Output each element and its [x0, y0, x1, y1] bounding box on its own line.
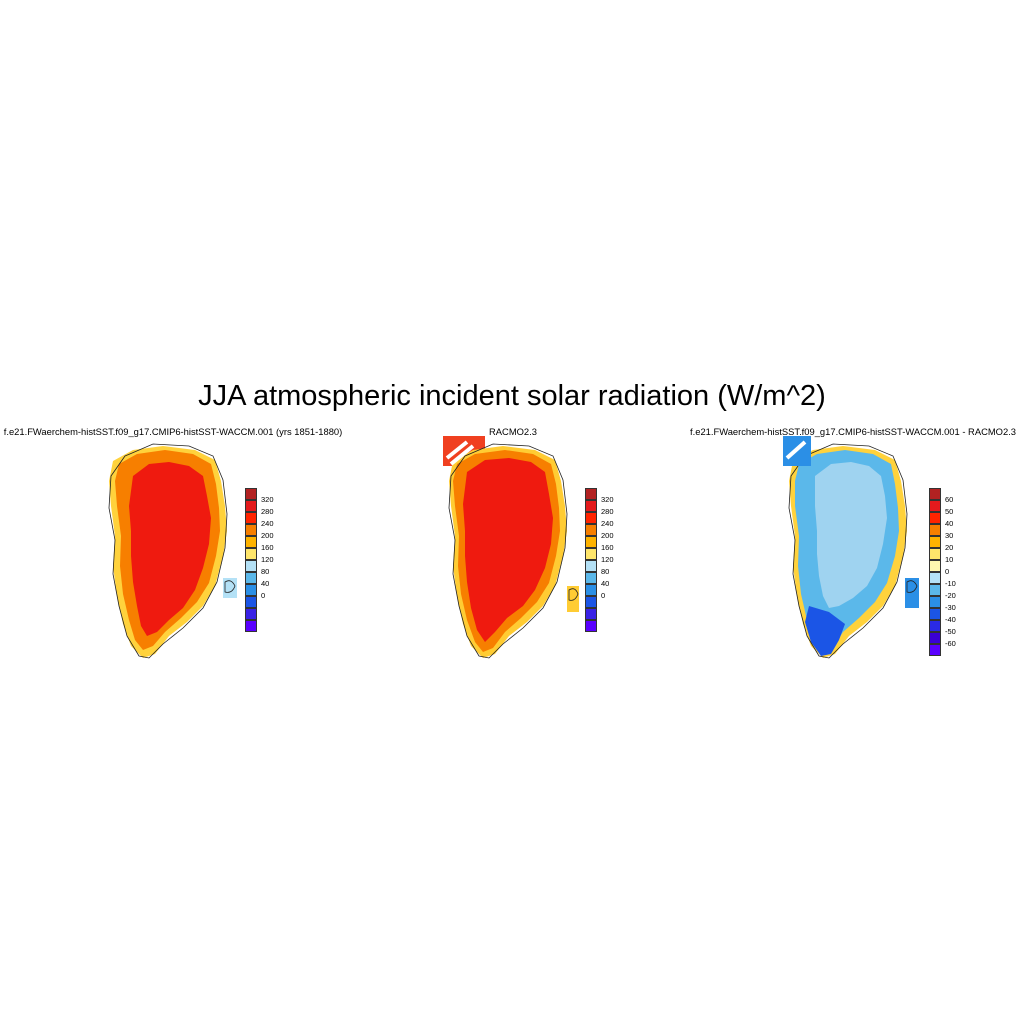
colorbar-swatch — [929, 512, 941, 524]
colorbar-label: 200 — [601, 531, 614, 540]
colorbar-swatch — [245, 512, 257, 524]
colorbar-swatch — [929, 584, 941, 596]
colorbar-label: -60 — [945, 639, 956, 648]
colorbar-swatch — [929, 500, 941, 512]
greenland-map — [783, 436, 919, 659]
colorbar-swatch — [245, 560, 257, 572]
colorbar-swatch — [245, 596, 257, 608]
colorbar-swatch — [929, 620, 941, 632]
colorbar-label: 200 — [261, 531, 274, 540]
colorbar-label: 120 — [601, 555, 614, 564]
colorbar-label: 0 — [945, 567, 950, 576]
colorbar-swatch — [585, 512, 597, 524]
colorbar-swatch — [245, 524, 257, 536]
colorbar-swatch — [585, 488, 597, 500]
colorbar-label: 60 — [945, 495, 954, 504]
colorbar-swatch — [585, 548, 597, 560]
colorbar-swatch — [585, 596, 597, 608]
colorbar-label: 0 — [261, 591, 266, 600]
coastline — [108, 443, 228, 659]
colorbar-swatch — [585, 608, 597, 620]
colorbar-label: 50 — [945, 507, 954, 516]
colorbar-swatch — [245, 488, 257, 500]
colorbar-label: 240 — [261, 519, 274, 528]
colorbar-label: 30 — [945, 531, 954, 540]
ice-sheet-interior — [129, 462, 211, 636]
coastline — [788, 443, 908, 659]
colorbar-label: -30 — [945, 603, 956, 612]
colorbar-swatch — [585, 524, 597, 536]
colorbar-label: 40 — [945, 519, 954, 528]
colorbar-swatch — [929, 560, 941, 572]
colorbar-label: 240 — [601, 519, 614, 528]
colorbar-label: 280 — [261, 507, 274, 516]
colorbar-label: 320 — [601, 495, 614, 504]
colorbar-label: -20 — [945, 591, 956, 600]
colorbar-label: -40 — [945, 615, 956, 624]
panel-model: f.e21.FWaerchem-histSST.f09_g17.CMIP6-hi… — [3, 426, 343, 676]
colorbar-swatch — [929, 596, 941, 608]
colorbar-swatch — [929, 524, 941, 536]
greenland-map — [108, 443, 237, 659]
panel-title: f.e21.FWaerchem-histSST.f09_g17.CMIP6-hi… — [3, 426, 343, 437]
colorbar-swatch — [585, 572, 597, 584]
colorbar-swatch — [245, 500, 257, 512]
panel-title: RACMO2.3 — [489, 426, 537, 437]
ice-sheet-interior — [815, 462, 887, 608]
colorbar-label: 120 — [261, 555, 274, 564]
colorbar-swatch — [585, 584, 597, 596]
colorbar-label: 20 — [945, 543, 954, 552]
colorbar-label: 40 — [601, 579, 610, 588]
colorbar-label: 80 — [601, 567, 610, 576]
colorbar-swatch — [929, 644, 941, 656]
colorbar-swatch — [929, 548, 941, 560]
colorbar-label: -50 — [945, 627, 956, 636]
colorbar-label: -10 — [945, 579, 956, 588]
colorbar-label: 40 — [261, 579, 270, 588]
colorbar-swatch — [585, 500, 597, 512]
colorbar-label: 320 — [261, 495, 274, 504]
panel-difference: f.e21.FWaerchem-histSST.f09_g17.CMIP6-hi… — [683, 426, 1023, 676]
colorbar-swatch — [245, 620, 257, 632]
panel-title: f.e21.FWaerchem-histSST.f09_g17.CMIP6-hi… — [690, 426, 1016, 437]
colorbar-swatch — [245, 608, 257, 620]
colorbar-label: 280 — [601, 507, 614, 516]
greenland-map — [443, 436, 579, 659]
colorbar-label: 80 — [261, 567, 270, 576]
figure-title: JJA atmospheric incident solar radiation… — [198, 380, 826, 412]
south-tip-dark — [805, 606, 845, 656]
colorbar-label: 10 — [945, 555, 954, 564]
colorbar-swatch — [245, 572, 257, 584]
colorbar-swatch — [929, 488, 941, 500]
colorbar-swatch — [585, 536, 597, 548]
colorbar-label: 0 — [601, 591, 606, 600]
colorbar-label: 160 — [601, 543, 614, 552]
colorbar-swatch — [245, 548, 257, 560]
colorbar-swatch — [585, 620, 597, 632]
colorbar-label: 160 — [261, 543, 274, 552]
colorbar-swatch — [245, 584, 257, 596]
colorbar-swatch — [245, 536, 257, 548]
colorbar-swatch — [929, 572, 941, 584]
coastline — [448, 443, 568, 659]
colorbar-swatch — [929, 536, 941, 548]
panel-racmo: RACMO2.3 320 280 240 200 160 120 80 40 0 — [343, 426, 683, 676]
colorbar-swatch — [929, 632, 941, 644]
colorbar-swatch — [929, 608, 941, 620]
ice-sheet-interior — [463, 458, 553, 642]
colorbar-swatch — [585, 560, 597, 572]
